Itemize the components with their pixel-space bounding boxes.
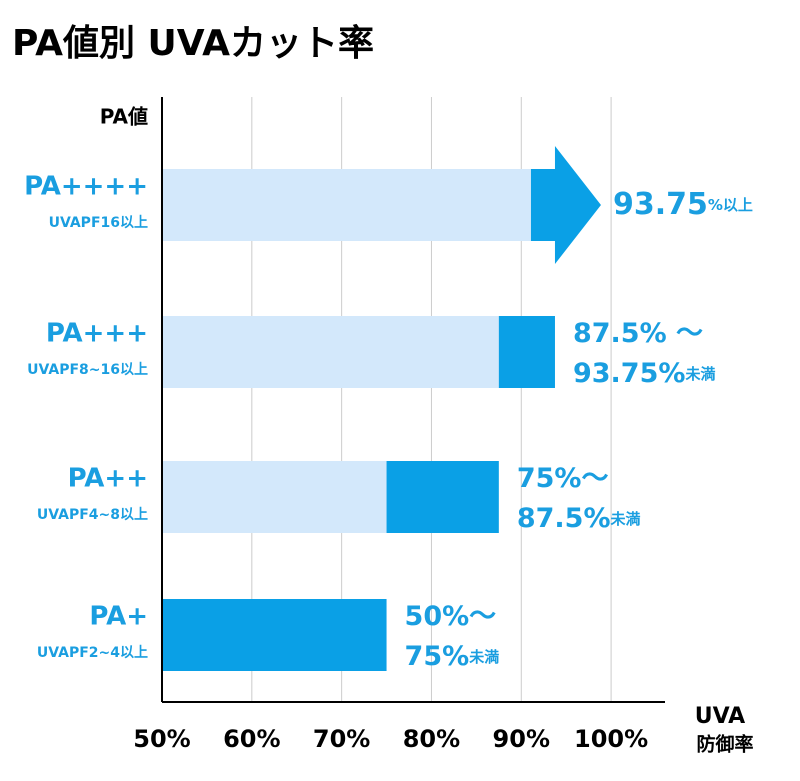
category-label: PA+++	[46, 319, 148, 349]
value-label-note: 未満	[468, 648, 499, 666]
y-axis-label: PA値	[100, 105, 148, 129]
base-bar	[162, 461, 387, 533]
value-label-note: 未満	[684, 365, 715, 383]
value-label-note: %以上	[708, 196, 753, 214]
category-sublabel: UVAPF4~8以上	[37, 507, 148, 523]
value-label: 93.75%未満	[573, 358, 715, 389]
value-label: 75%～	[517, 463, 609, 494]
value-label: 75%未満	[405, 641, 500, 672]
value-label: 87.5% ～	[573, 318, 703, 349]
range-bar	[386, 461, 499, 533]
chart-title: PA値別 UVAカット率	[12, 23, 374, 64]
x-axis-label: UVA	[695, 704, 745, 729]
x-tick-label: 70%	[313, 725, 370, 753]
value-label-text: 93.75%	[573, 358, 685, 389]
value-label-text: 50%～	[405, 601, 497, 632]
range-bar	[498, 316, 555, 388]
value-label-text: 75%～	[517, 463, 609, 494]
value-label-text: 87.5%	[517, 503, 611, 534]
x-axis-label: 防御率	[696, 733, 753, 756]
value-label-text: 93.75	[613, 187, 708, 222]
x-tick-label: 80%	[403, 725, 460, 753]
value-label: 50%～	[405, 601, 497, 632]
value-label-text: 87.5% ～	[573, 318, 703, 349]
category-label: PA+	[89, 602, 148, 632]
base-bar	[162, 169, 555, 241]
x-tick-label: 90%	[493, 725, 550, 753]
range-bar	[162, 599, 387, 671]
category-sublabel: UVAPF2~4以上	[37, 645, 148, 661]
open-range-arrow	[530, 146, 601, 264]
category-label: PA++	[68, 464, 148, 494]
value-label: 87.5%未満	[517, 503, 641, 534]
value-label-note: 未満	[610, 510, 641, 528]
x-tick-label: 60%	[223, 725, 280, 753]
value-label-text: 75%	[405, 641, 470, 672]
category-label: PA++++	[24, 172, 148, 202]
value-label: 93.75%以上	[613, 187, 753, 222]
x-tick-label: 100%	[574, 725, 648, 753]
base-bar	[162, 316, 499, 388]
category-sublabel: UVAPF16以上	[49, 215, 148, 231]
category-sublabel: UVAPF8~16以上	[27, 362, 148, 378]
x-tick-label: 50%	[133, 725, 190, 753]
